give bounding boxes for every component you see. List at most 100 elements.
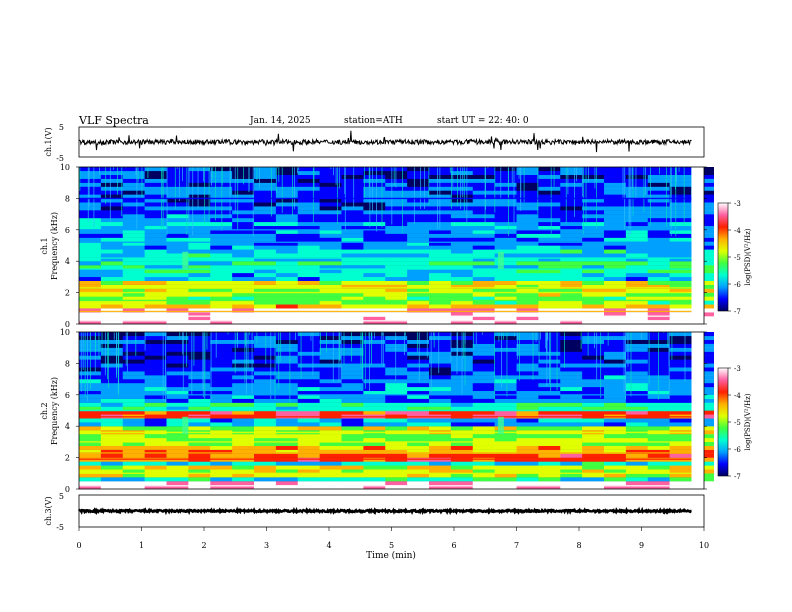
spectrogram-cell: [254, 441, 277, 446]
spectrogram-cell: [79, 453, 102, 458]
spectrogram-cell: [625, 363, 649, 368]
spectrogram-cell: [275, 394, 299, 399]
spectrogram-cell: [341, 261, 364, 266]
spectrogram-cell: [79, 304, 102, 309]
spectrogram-cell: [647, 422, 671, 427]
spectrogram-cell: [385, 355, 408, 360]
spectrogram-cell: [472, 320, 496, 325]
ch1-spectrogram-ylabel-channel: ch.1: [40, 237, 49, 254]
spectrogram-cell: [407, 383, 430, 388]
spectrogram-cell: [254, 280, 277, 285]
spectrogram-cell: [210, 355, 233, 360]
spectrogram-cell: [297, 316, 321, 321]
spectrogram-cell: [275, 182, 299, 187]
spectrogram-cell: [144, 269, 168, 274]
spectrogram-cell: [210, 249, 233, 254]
ytick-label: 6: [65, 226, 70, 235]
spectrogram-cell: [144, 461, 168, 466]
spectrogram-cell: [407, 398, 430, 403]
spectrogram-cell: [472, 261, 496, 266]
x-axis-ticks: 0 1 2 3 4 5 6 7 8 9 10: [76, 527, 709, 550]
spectrogram-cell: [210, 316, 233, 321]
spectrogram-cell: [407, 449, 430, 454]
spectrogram-cell: [647, 437, 671, 443]
spectrogram-cell: [516, 477, 539, 482]
spectrogram-cell: [144, 441, 168, 446]
spectrogram-cell: [144, 167, 168, 172]
spectrogram-cell: [494, 229, 518, 234]
spectrogram-cell: [100, 383, 124, 388]
spectrogram-cell: [429, 335, 452, 341]
spectrogram-cell: [363, 363, 386, 368]
spectrogram-cell: [254, 296, 277, 301]
spectrogram-cell: [407, 371, 430, 376]
spectrogram-cell: [341, 449, 364, 454]
spectrogram-cell: [582, 257, 605, 262]
spectrogram-cell: [582, 383, 605, 388]
spectrogram-cell: [79, 225, 102, 230]
spectrogram-cell: [254, 300, 277, 305]
spectrogram-cell: [188, 398, 211, 403]
spectrogram-cell: [363, 316, 386, 321]
spectrogram-cell: [122, 237, 146, 242]
spectrogram-cell: [232, 386, 255, 392]
spectrogram-cell: [516, 359, 539, 364]
spectrogram-cell: [100, 221, 124, 227]
spectrogram-cell: [363, 473, 386, 478]
spectrogram-cell: [166, 218, 189, 223]
spectrogram-cell: [560, 320, 583, 325]
spectrogram-cell: [407, 292, 430, 297]
spectrogram-cell: [144, 359, 168, 364]
spectrogram-cell: [363, 284, 386, 289]
ytick-label: 4: [65, 422, 70, 431]
spectrogram-cell: [210, 320, 233, 325]
spectrogram-cell: [232, 477, 255, 482]
spectrogram-cell: [210, 379, 233, 384]
spectrogram-cell: [100, 441, 124, 446]
spectrogram-cell: [669, 485, 693, 490]
spectrogram-cell: [166, 437, 189, 443]
spectrogram-cell: [144, 394, 168, 399]
spectrogram-cell: [122, 402, 146, 407]
spectrogram-cell: [647, 280, 671, 285]
spectrogram-cell: [407, 351, 430, 356]
spectrogram-cell: [122, 257, 146, 262]
spectrogram-cell: [319, 379, 343, 384]
spectrogram-cell: [319, 229, 343, 234]
spectrogram-cell: [232, 194, 255, 199]
spectrogram-cell: [669, 276, 693, 281]
spectrogram-cell: [188, 249, 211, 254]
spectrogram-cell: [341, 481, 364, 486]
spectrogram-cell: [254, 233, 277, 238]
spectrogram-cell: [625, 237, 649, 242]
spectrogram-cell: [494, 186, 518, 191]
spectrogram-cell: [166, 386, 189, 392]
spectrogram-cell: [582, 418, 605, 423]
spectrogram-cell: [407, 304, 430, 309]
spectrogram-cell: [232, 245, 255, 250]
spectrogram-cell: [472, 190, 496, 195]
spectrogram-cell: [625, 249, 649, 254]
spectrogram-cell: [100, 241, 124, 246]
spectrogram-cell: [319, 367, 343, 372]
spectrogram-cell: [297, 276, 321, 281]
spectrogram-cell: [210, 339, 233, 344]
spectrogram-cell: [275, 441, 299, 446]
spectrogram-cell: [494, 272, 518, 278]
spectrogram-cell: [560, 308, 583, 313]
colorbar-tick-label: -4: [734, 227, 741, 235]
spectrogram-cell: [538, 225, 561, 230]
spectrogram-cell: [625, 398, 649, 403]
spectrogram-cell: [275, 272, 299, 278]
spectrogram-cell: [275, 218, 299, 223]
spectrogram-cell: [669, 280, 693, 285]
spectrogram-cell: [297, 194, 321, 199]
spectrogram-cell: [450, 174, 474, 179]
spectrogram-cell: [122, 253, 146, 258]
spectrogram-cell: [188, 269, 211, 274]
spectrogram-cell: [254, 465, 277, 470]
spectrogram-cell: [494, 355, 518, 360]
spectrogram-cell: [538, 316, 561, 321]
spectrogram-cell: [604, 261, 627, 266]
